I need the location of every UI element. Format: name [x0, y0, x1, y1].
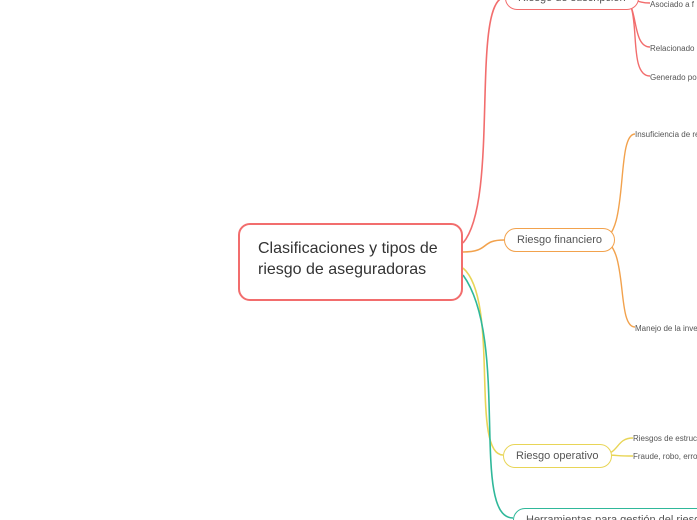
leaf-suscripcion-2: Generado po	[650, 73, 697, 82]
root-label: Clasificaciones y tipos de riesgo de ase…	[258, 240, 438, 278]
branch-suscripcion[interactable]: Riesgo de suscripción	[505, 0, 639, 10]
leaf-suscripcion-1: Relacionado	[650, 44, 694, 53]
leaf-suscripcion-0: Asociado a f	[650, 0, 694, 9]
branch-financiero-label: Riesgo financiero	[517, 234, 602, 246]
root-node[interactable]: Clasificaciones y tipos de riesgo de ase…	[238, 223, 463, 301]
branch-suscripcion-label: Riesgo de suscripción	[518, 0, 626, 4]
leaf-financiero-0: Insuficiencia de re	[635, 130, 697, 139]
leaf-operativo-1: Fraude, robo, error	[633, 452, 697, 461]
branch-herramientas-label: Herramientas para gestión del riesgo	[526, 514, 697, 520]
branch-operativo[interactable]: Riesgo operativo	[503, 444, 612, 468]
leaf-financiero-1: Manejo de la inver	[635, 324, 697, 333]
branch-financiero[interactable]: Riesgo financiero	[504, 228, 615, 252]
leaf-operativo-0: Riesgos de estructu	[633, 434, 697, 443]
branch-herramientas[interactable]: Herramientas para gestión del riesgo	[513, 508, 697, 520]
branch-operativo-label: Riesgo operativo	[516, 450, 599, 462]
